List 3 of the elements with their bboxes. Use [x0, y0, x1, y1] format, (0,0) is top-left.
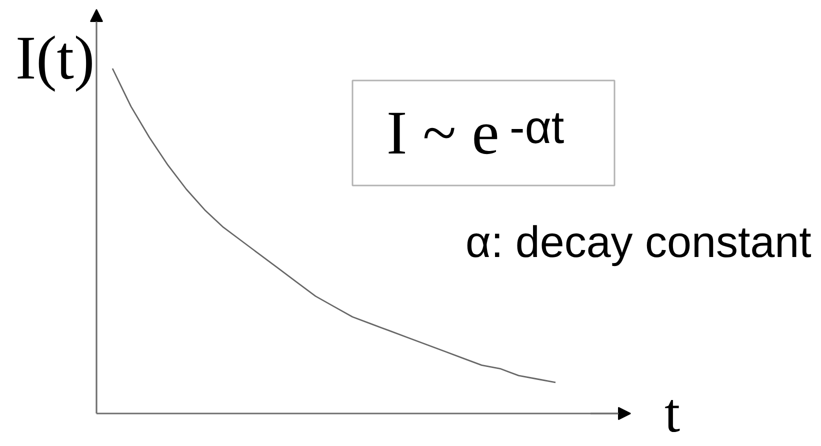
annotation: α: decay constant — [466, 218, 812, 268]
y-axis-title: I(t) — [16, 24, 95, 92]
x-axis-title: t — [664, 382, 680, 444]
